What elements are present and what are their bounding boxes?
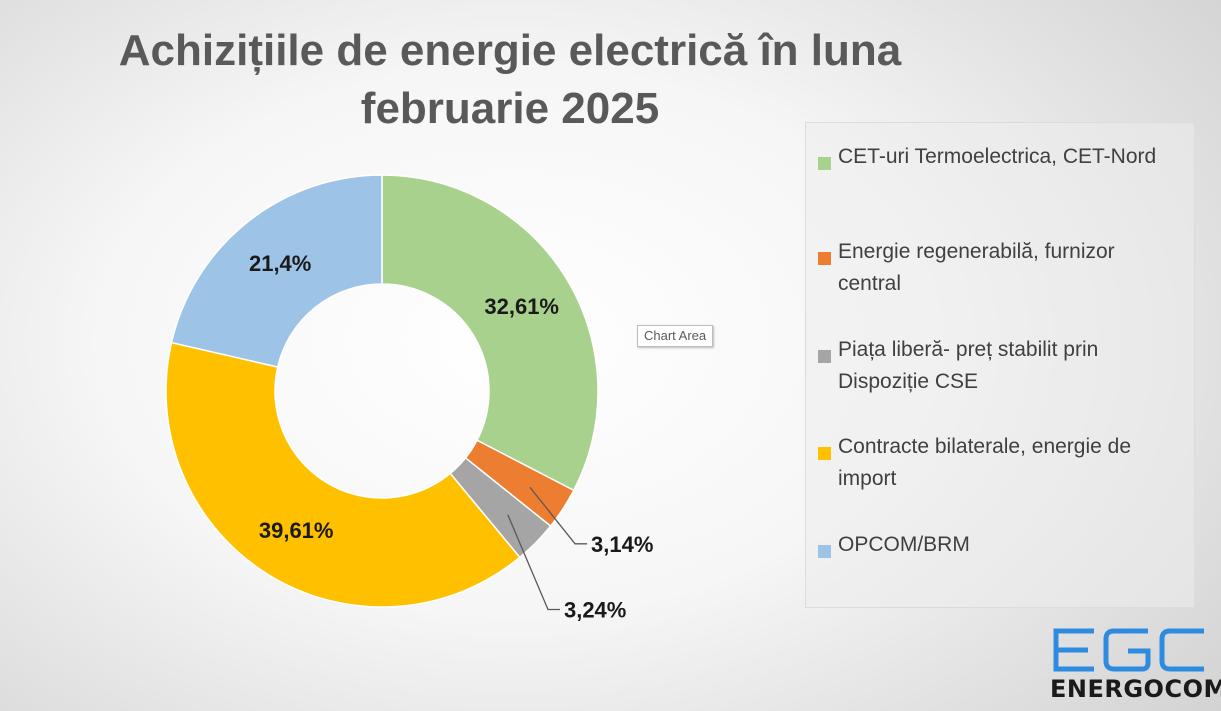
legend[interactable]: CET-uri Termoelectrica, CET-Nord Energie… — [805, 122, 1195, 608]
chart-area-tooltip: Chart Area — [637, 325, 714, 347]
legend-label: Piața liberă- preț stabilit prin Dispozi… — [838, 338, 1099, 393]
leader-line — [529, 486, 588, 545]
legend-label: Energie regenerabilă, furnizor central — [838, 240, 1115, 295]
legend-label: Contracte bilaterale, energie de import — [838, 435, 1132, 490]
leader-line — [507, 514, 560, 611]
data-label: 3,14% — [591, 532, 653, 557]
legend-swatch — [818, 545, 831, 558]
egc-logo-mark — [1053, 628, 1204, 672]
data-label: 21,4% — [249, 251, 311, 276]
legend-swatch — [818, 252, 831, 265]
legend-item-cet[interactable]: CET-uri Termoelectrica, CET-Nord — [818, 141, 1183, 173]
legend-item-piata-libera[interactable]: Piața liberă- preț stabilit prin Dispozi… — [818, 334, 1183, 398]
data-label: 39,61% — [259, 518, 334, 543]
legend-item-opcom[interactable]: OPCOM/BRM — [818, 529, 1183, 561]
donut-segment[interactable] — [165, 341, 521, 608]
logo-text: ENERGOCOM — [1050, 675, 1221, 703]
legend-label: CET-uri Termoelectrica, CET-Nord — [838, 145, 1157, 168]
data-label: 3,24% — [564, 597, 626, 622]
donut-segment[interactable] — [381, 174, 599, 492]
data-label: 32,61% — [484, 294, 559, 319]
legend-swatch — [818, 447, 831, 460]
legend-label: OPCOM/BRM — [838, 533, 970, 556]
energocom-logo: ENERGOCOM — [1050, 625, 1221, 705]
donut-segment[interactable] — [170, 174, 383, 368]
legend-swatch — [818, 350, 831, 363]
chart-title-line-1: Achizițiile de energie electrică în luna — [118, 26, 902, 75]
legend-item-contracte[interactable]: Contracte bilaterale, energie de import — [818, 431, 1183, 495]
legend-item-regenerabila[interactable]: Energie regenerabilă, furnizor central — [818, 236, 1183, 300]
donut-chart[interactable]: 32,61% 3,14% 3,24% 39,61% 21,4% — [0, 0, 800, 711]
chart-title-line-2: februarie 2025 — [360, 84, 660, 133]
chart-title: Achizițiile de energie electrică în luna… — [110, 22, 910, 138]
legend-swatch — [818, 157, 831, 170]
